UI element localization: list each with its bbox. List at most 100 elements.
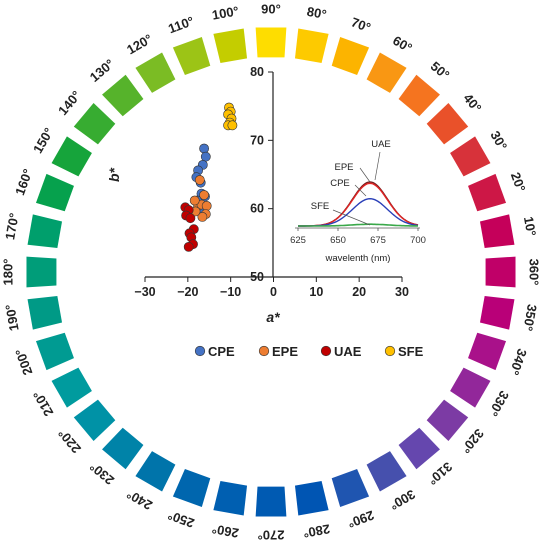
hue-label-200: 200°: [12, 347, 35, 377]
inset-x-axis-title: wavelenth (nm): [325, 253, 391, 264]
hue-segment-290: [331, 469, 370, 508]
legend-label-cpe: CPE: [208, 344, 235, 359]
hue-segment-320: [426, 399, 469, 441]
inset-x-ticks: 625 650 675 700: [290, 228, 426, 246]
hue-label-190: 190°: [2, 303, 21, 332]
inset-curve-sfe: [298, 223, 419, 227]
hue-label-320: 320°: [458, 426, 487, 456]
inset-tick-label: 650: [330, 235, 346, 246]
hue-label-250: 250°: [166, 508, 196, 531]
legend: CPE EPE UAE SFE: [194, 344, 424, 359]
hue-label-130: 130°: [87, 56, 117, 85]
hue-segment-130: [102, 74, 144, 117]
hue-segment-40: [426, 103, 469, 145]
hue-label-60: 60°: [390, 33, 415, 56]
legend-marker-epe: [258, 345, 270, 357]
hue-label-300: 300°: [387, 487, 418, 513]
y-axis-ticks: 50 60 70 80: [250, 65, 273, 284]
inset-annotation-arrow: [332, 209, 371, 226]
inset-label-sfe: SFE: [311, 201, 329, 212]
hue-segment-10: [479, 214, 515, 249]
inset-curve-labels: UAE EPE CPE SFE: [311, 139, 391, 226]
hue-label-150: 150°: [30, 125, 56, 156]
hue-segment-360: [485, 256, 516, 288]
hue-segment-170: [27, 214, 63, 249]
hue-label-280: 280°: [302, 521, 331, 540]
y-tick-label: 50: [250, 270, 264, 284]
hue-label-160: 160°: [12, 167, 35, 197]
hue-segment-20: [468, 173, 507, 212]
point-epe: [199, 190, 209, 200]
hue-label-310: 310°: [425, 459, 455, 488]
x-tick-label: 20: [352, 285, 366, 299]
hue-label-210: 210°: [30, 388, 56, 419]
hue-segment-180: [26, 256, 57, 288]
hue-label-180: 180°: [0, 259, 15, 286]
hue-label-330: 330°: [486, 388, 512, 419]
hue-segment-100: [213, 28, 248, 64]
hue-label-120: 120°: [124, 31, 155, 57]
hue-label-80: 80°: [306, 4, 328, 22]
hue-segment-240: [135, 451, 176, 492]
point-uae: [185, 213, 196, 224]
legend-label-sfe: SFE: [398, 344, 424, 359]
hue-label-230: 230°: [87, 459, 117, 488]
legend-label-epe: EPE: [272, 344, 298, 359]
legend-marker-sfe: [384, 345, 396, 357]
x-tick-label: 0: [270, 285, 277, 299]
hue-segment-120: [135, 52, 176, 93]
hue-segment-110: [172, 36, 211, 75]
hue-segment-190: [27, 295, 63, 330]
hue-label-100: 100°: [211, 3, 240, 22]
legend-marker-uae: [320, 345, 332, 357]
point-uae: [183, 241, 194, 252]
hue-segment-90: [255, 27, 287, 58]
inset-tick-label: 700: [410, 235, 426, 246]
hue-label-170: 170°: [2, 212, 21, 241]
hue-label-110: 110°: [166, 13, 196, 36]
point-epe: [197, 211, 208, 222]
legend-marker-cpe: [194, 345, 206, 357]
hue-segment-340: [468, 332, 507, 371]
x-tick-label: 30: [395, 285, 409, 299]
inset-tick-label: 625: [290, 235, 306, 246]
x-tick-label: −10: [220, 285, 241, 299]
inset-spectrum-plot: 625 650 675 700 UAE EPE CPE SFE wavelenth (nm): [290, 139, 426, 264]
hue-segment-280: [294, 480, 329, 516]
y-axis-title: b*: [106, 167, 122, 182]
hue-segment-210: [51, 367, 92, 408]
x-axis-ticks: −30 −20 −10 0 10 20 30: [134, 277, 409, 299]
y-tick-label: 80: [250, 65, 264, 79]
hue-segment-140: [73, 103, 116, 145]
point-epe: [201, 200, 212, 211]
hue-label-140: 140°: [55, 88, 84, 118]
x-tick-label: −20: [177, 285, 198, 299]
hue-label-340: 340°: [507, 347, 530, 377]
hue-label-240: 240°: [124, 487, 155, 513]
inset-label-cpe: CPE: [330, 178, 350, 189]
inset-annotation-arrow: [374, 151, 381, 181]
hue-label-290: 290°: [346, 508, 376, 531]
hue-label-350: 350°: [520, 303, 539, 332]
hue-label-270: 270°: [258, 528, 285, 543]
hue-segment-60: [366, 52, 407, 93]
hue-label-40: 40°: [460, 91, 484, 116]
x-axis-title: a*: [266, 309, 280, 325]
hue-label-30: 30°: [487, 128, 510, 153]
point-cpe: [199, 143, 209, 154]
hue-segment-300: [366, 451, 407, 492]
hue-segment-160: [35, 173, 74, 212]
hue-label-260: 260°: [211, 521, 240, 540]
hue-label-220: 220°: [55, 426, 84, 456]
y-tick-label: 70: [250, 133, 264, 147]
hue-segment-270: [255, 486, 287, 517]
y-tick-label: 60: [250, 202, 264, 216]
inset-label-uae: UAE: [371, 139, 391, 150]
hue-segment-30: [450, 136, 491, 177]
hue-segment-220: [73, 399, 116, 441]
hue-segment-260: [213, 480, 248, 516]
data-points: [180, 102, 238, 252]
inset-annotation-arrow: [354, 184, 367, 197]
hue-segment-230: [102, 427, 144, 470]
